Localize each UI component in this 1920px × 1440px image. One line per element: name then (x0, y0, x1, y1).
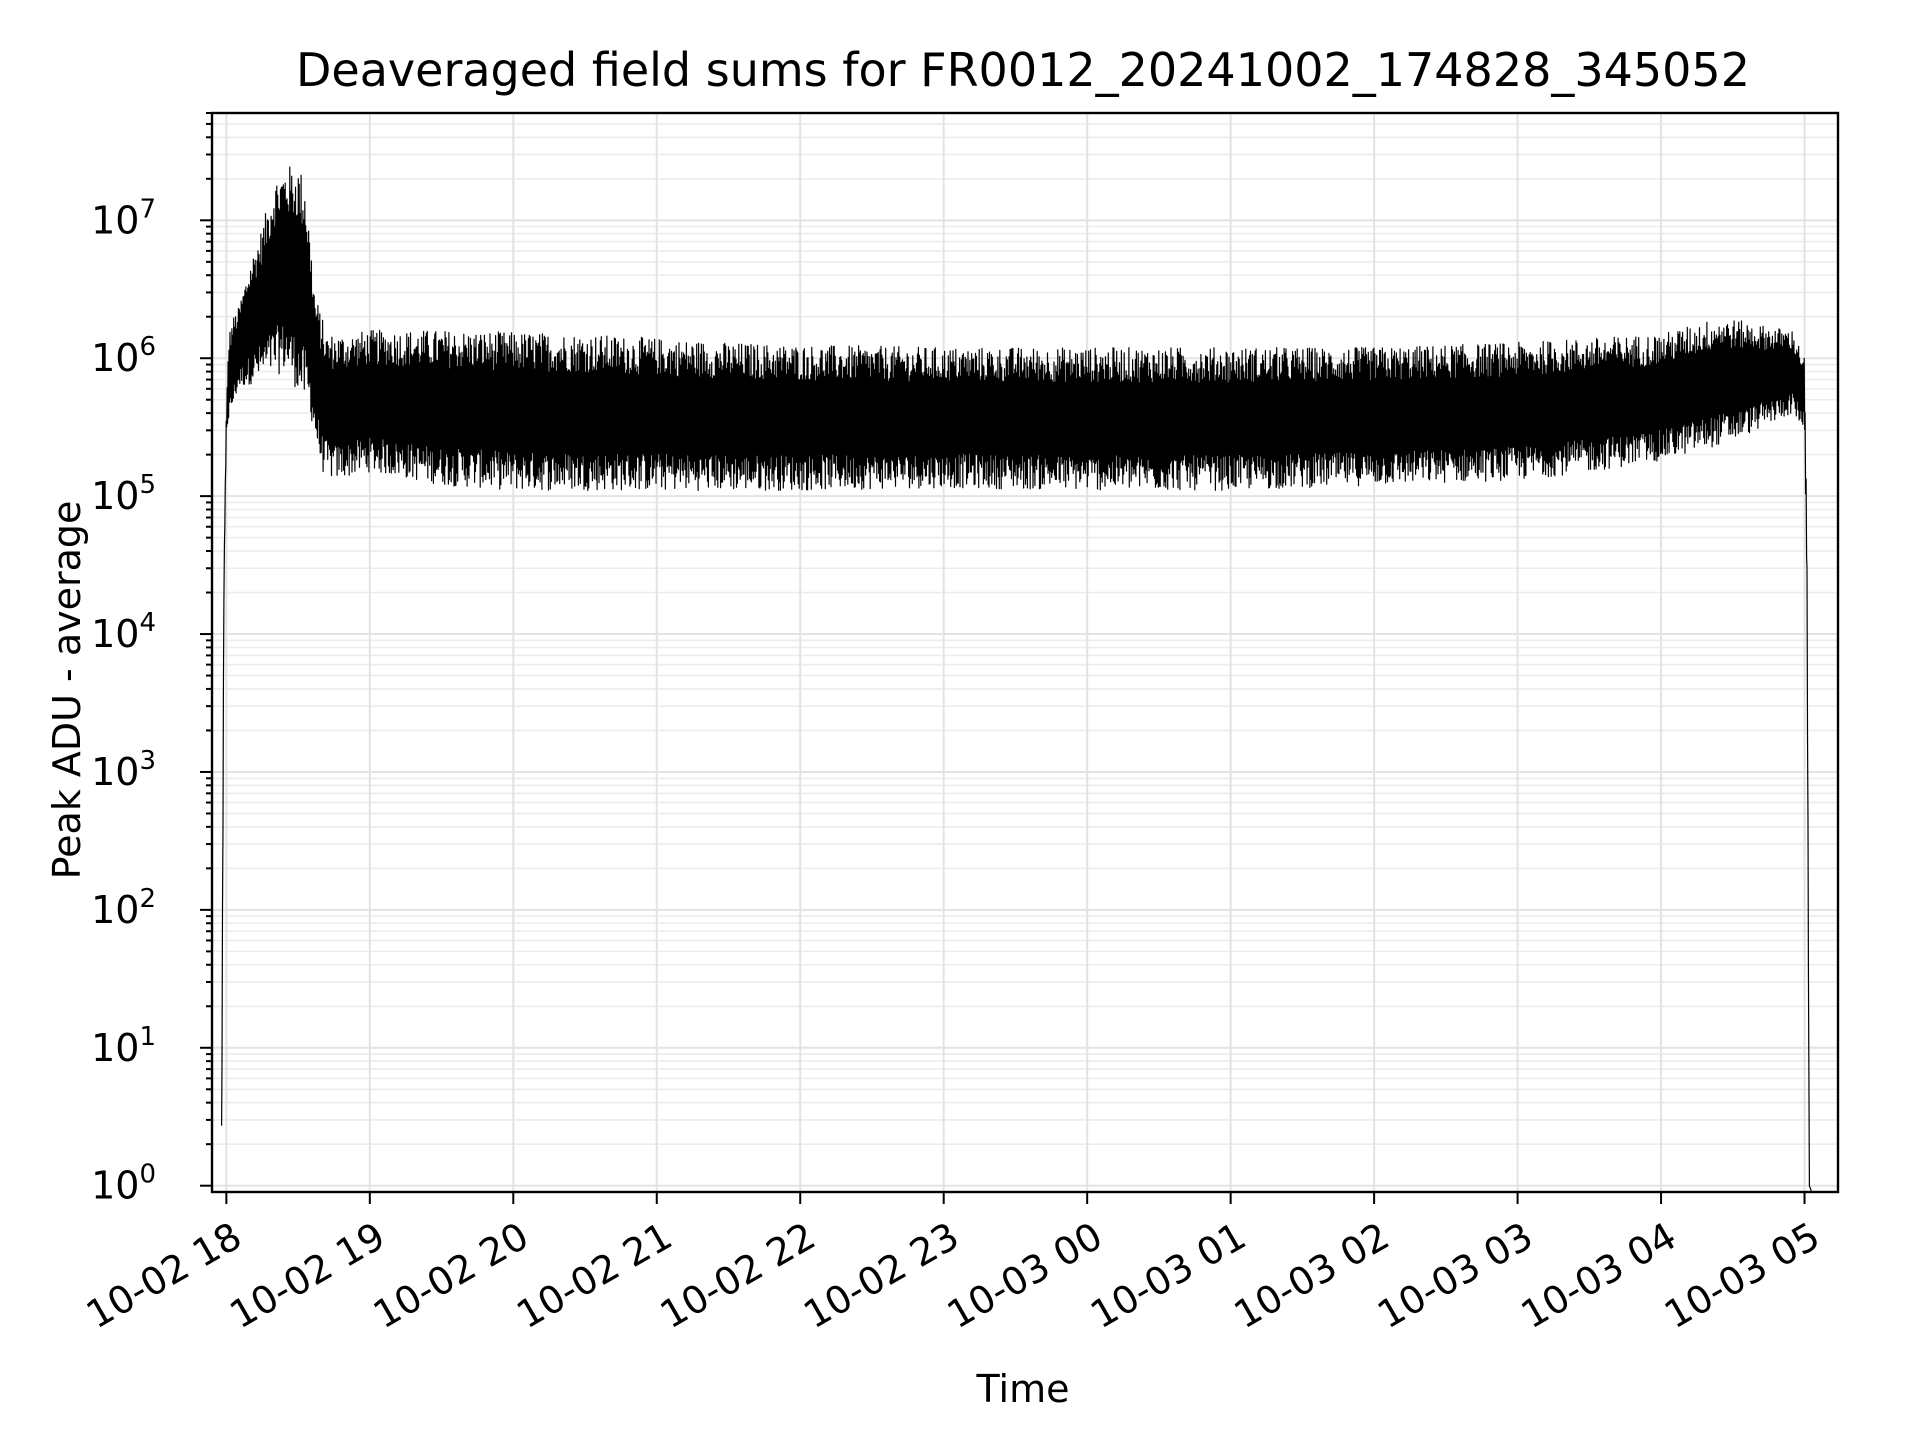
x-tick-label: 10-02 19 (222, 1214, 392, 1338)
y-tick-label: 104 (91, 608, 156, 656)
x-tick-label: 10-02 20 (366, 1214, 536, 1338)
y-tick-label: 105 (91, 470, 156, 518)
y-tick-label: 100 (91, 1160, 156, 1208)
x-tick-label: 10-03 05 (1657, 1214, 1827, 1338)
x-tick-label: 10-03 03 (1370, 1214, 1540, 1338)
y-tick-label: 106 (91, 332, 156, 380)
x-tick-label: 10-02 21 (509, 1214, 679, 1338)
x-tick-label: 10-02 18 (79, 1214, 249, 1338)
x-tick-label: 10-02 23 (796, 1214, 966, 1338)
x-tick-label: 10-03 02 (1227, 1214, 1397, 1338)
plot-frame (210, 111, 1840, 1194)
series-line (221, 166, 1813, 1193)
y-tick-label: 101 (91, 1022, 156, 1070)
x-tick-label: 10-03 04 (1514, 1214, 1684, 1338)
y-axis-label: Peak ADU - average (45, 501, 89, 880)
x-tick-label: 10-03 01 (1083, 1214, 1253, 1338)
x-axis-label: Time (976, 1367, 1070, 1411)
chart-title: Deaveraged field sums for FR0012_2024100… (296, 43, 1750, 97)
y-tick-label: 107 (91, 194, 156, 242)
series-layer (221, 166, 1813, 1193)
x-tick-label: 10-03 00 (940, 1214, 1110, 1338)
y-tick-label: 102 (91, 884, 156, 932)
y-tick-label: 103 (91, 746, 156, 794)
grid-layer (212, 112, 1838, 1192)
y-axis-ticks: 100 101 102 103 104 105 106 107 (91, 112, 212, 1208)
x-tick-label: 10-02 22 (653, 1214, 823, 1338)
